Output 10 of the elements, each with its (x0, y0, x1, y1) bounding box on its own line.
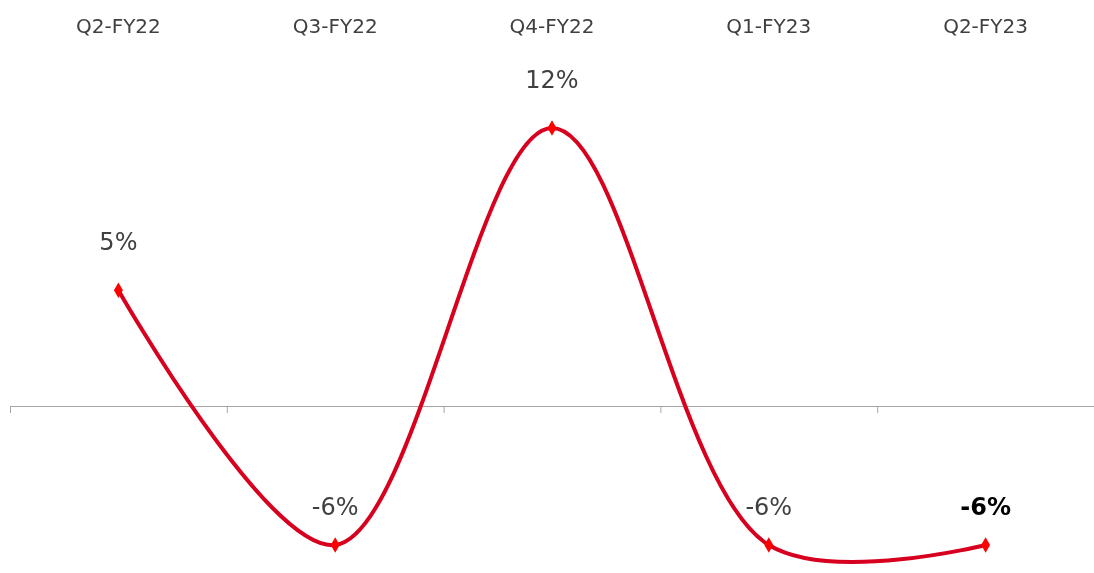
data-label: -6% (960, 493, 1011, 521)
data-label: 5% (99, 228, 138, 257)
x-tick-label: Q3-FY22 (292, 14, 378, 38)
x-tick-label: Q4-FY22 (509, 14, 595, 38)
x-tick-label: Q1-FY23 (726, 14, 812, 38)
data-label: 12% (525, 66, 579, 94)
x-tick-label: Q2-FY22 (75, 14, 161, 38)
x-tick-label: Q2-FY23 (943, 14, 1029, 38)
data-label: -6% (745, 493, 793, 521)
data-label: -6% (311, 493, 359, 521)
